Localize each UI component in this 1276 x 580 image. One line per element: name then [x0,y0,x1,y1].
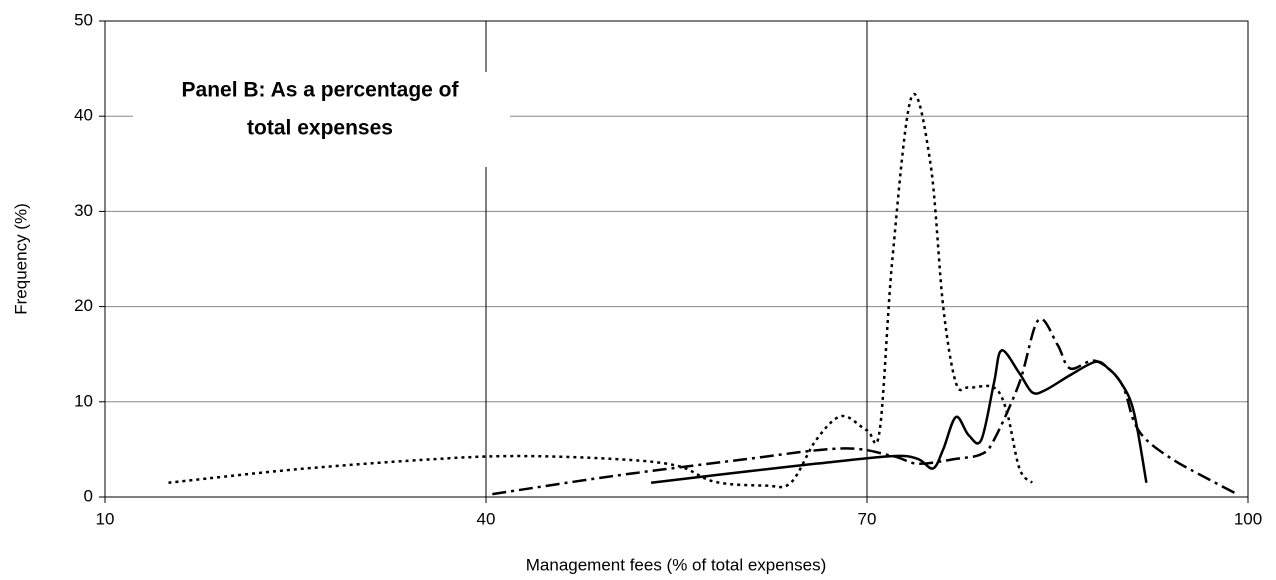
annotation-box [133,72,510,167]
x-tick-label: 100 [1234,509,1262,528]
x-axis-label: Management fees (% of total expenses) [526,555,827,574]
series-line [492,317,1236,496]
y-tick-label: 50 [74,10,93,29]
x-tick-label: 10 [96,509,115,528]
y-tick-label: 40 [74,106,93,125]
x-tick-label: 70 [858,509,877,528]
series-line [168,93,1034,489]
y-tick-label: 0 [84,486,93,505]
y-axis-label: Frequency (%) [11,203,30,314]
annotation: total expenses [247,117,393,140]
annotation: Panel B: As a percentage of [182,79,460,102]
y-tick-label: 20 [74,296,93,315]
y-tick-label: 10 [74,391,93,410]
series-line [650,349,1148,484]
plot-frame [104,20,1249,498]
x-tick-label: 40 [477,509,496,528]
y-tick-label: 30 [74,201,93,220]
